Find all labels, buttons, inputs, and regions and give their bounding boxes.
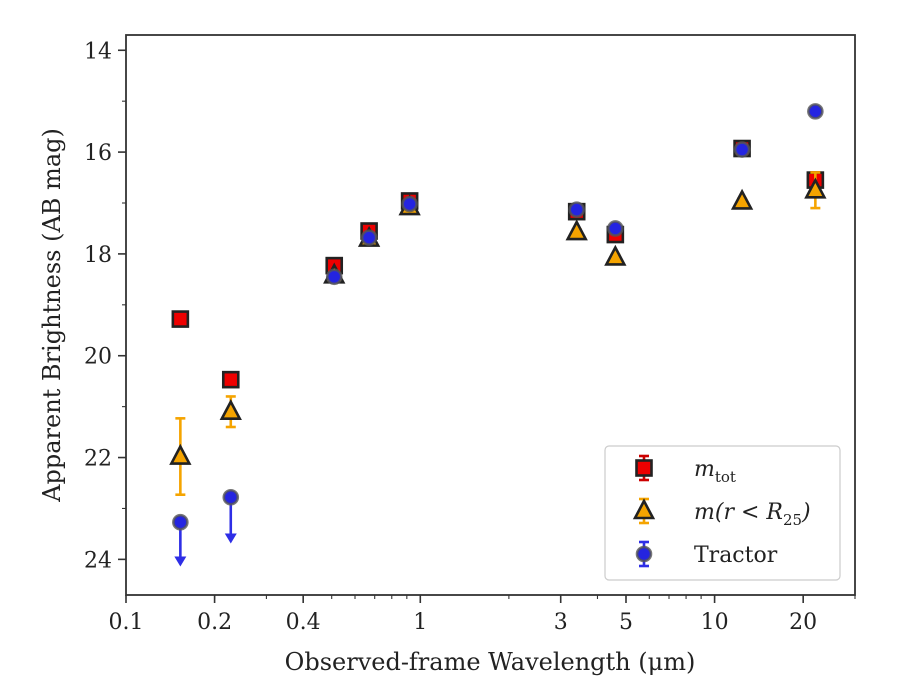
series-1-point-6	[604, 244, 627, 266]
legend-marker-0	[635, 459, 653, 477]
series-2-point-6	[607, 220, 624, 237]
y-axis: 14 16 18 20 22 24	[84, 39, 126, 573]
series-2-point-8	[807, 103, 824, 120]
series-1-point-7	[730, 188, 754, 210]
y-tick-label-4: 22	[84, 447, 112, 472]
series-0-point-0	[171, 310, 190, 328]
series-2-point-3	[360, 229, 378, 246]
x-axis: 0.1 0.2 0.4 1 3 5 10 20	[109, 595, 856, 635]
plot-area	[169, 103, 827, 567]
x-tick-label-3: 1	[413, 610, 427, 635]
series-2	[172, 103, 824, 567]
series-2-point-7	[733, 141, 751, 158]
legend-marker-1	[632, 498, 656, 520]
legend-box	[604, 445, 841, 581]
series-0	[171, 139, 825, 389]
series-2-point-1-limit-arrow	[224, 533, 237, 544]
legend-marker-2	[635, 545, 653, 563]
series-2-point-0-limit-arrow	[174, 556, 187, 567]
x-tick-label-1: 0.2	[197, 610, 232, 635]
series-2-point-1	[222, 488, 240, 506]
x-tick-label-4: 3	[554, 610, 568, 635]
series-1-point-8	[804, 177, 827, 199]
series-0-point-1	[221, 370, 240, 389]
y-tick-label-3: 20	[84, 345, 112, 370]
plot-frame	[125, 34, 856, 596]
legend-label-2: Tractor	[694, 543, 778, 568]
x-tick-label-5: 5	[619, 610, 633, 635]
y-axis-label: Apparent Brightness (AB mag)	[38, 128, 66, 503]
legend-label-0: mtot	[694, 457, 736, 486]
x-axis-label: Observed-frame Wavelength (μm)	[285, 648, 696, 676]
series-1-point-1	[219, 398, 242, 421]
x-tick-label-2: 0.4	[286, 610, 321, 635]
legend: mtot m(r < R25) Tractor	[604, 445, 841, 581]
y-tick-label-2: 18	[84, 243, 112, 268]
series-2-point-5	[568, 201, 586, 218]
legend-label-1: m(r < R25)	[694, 500, 811, 529]
series-2-point-4	[401, 195, 418, 213]
x-tick-label-7: 20	[789, 610, 817, 635]
y-tick-label-0: 14	[84, 39, 112, 64]
x-tick-label-6: 10	[701, 610, 729, 635]
x-tick-label-0: 0.1	[109, 610, 144, 635]
y-tick-label-1: 16	[84, 141, 112, 166]
series-1-point-0	[169, 443, 192, 465]
series-2-point-2	[325, 268, 343, 286]
series-1-point-5	[565, 219, 588, 241]
series-2-point-0	[172, 513, 189, 531]
y-tick-label-5: 24	[84, 548, 112, 573]
